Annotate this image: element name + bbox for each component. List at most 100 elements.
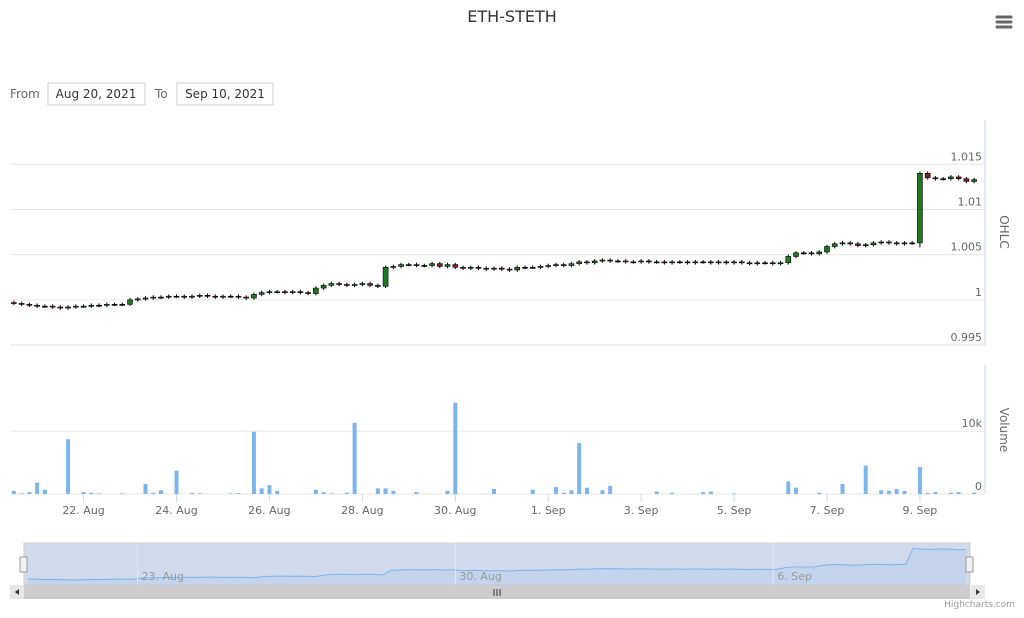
candle-body — [111, 304, 118, 306]
candle-body — [816, 251, 823, 255]
volume-bar — [42, 489, 47, 494]
volume-bar — [189, 493, 194, 494]
candle-body — [406, 264, 412, 266]
candle-body — [901, 242, 908, 245]
volume-axis-title: Volume — [997, 408, 1011, 453]
volume-bar — [933, 492, 938, 494]
candle-body — [212, 295, 219, 298]
candle-body — [467, 266, 474, 269]
candle-body — [514, 266, 521, 271]
y-axis-title: OHLC — [997, 215, 1011, 249]
candle-body — [305, 292, 311, 294]
volume-bar — [344, 492, 349, 494]
volume-bar — [27, 492, 32, 494]
candle-body — [88, 304, 95, 307]
volume-bar — [553, 487, 558, 494]
candle-body — [42, 305, 48, 308]
candle-body — [320, 285, 327, 289]
candle-body — [754, 262, 761, 265]
volume-bar — [886, 490, 891, 494]
candle-body — [483, 267, 490, 270]
candle-body — [235, 295, 242, 298]
candle-body — [553, 264, 559, 266]
credits[interactable]: Highcharts.com — [944, 600, 1015, 610]
from-input[interactable] — [47, 82, 146, 106]
to-input[interactable] — [176, 82, 274, 106]
candle-body — [251, 294, 257, 299]
candle-body — [700, 261, 706, 264]
candle-body — [793, 252, 799, 257]
volume-tick-label: 10k — [962, 417, 983, 430]
candle-body — [762, 262, 768, 265]
candle-body — [591, 260, 598, 264]
volume-bar — [375, 488, 380, 494]
navigator-window[interactable] — [23, 542, 971, 586]
volume-bar — [817, 492, 822, 494]
candle-body — [220, 295, 226, 298]
candle-body — [870, 242, 877, 245]
navigator-line — [27, 547, 967, 581]
candle-body — [630, 261, 637, 264]
candle-body — [452, 264, 459, 268]
volume-bar — [453, 402, 458, 494]
candle-body — [940, 178, 946, 181]
volume-bar — [925, 492, 930, 494]
candle-body — [165, 295, 172, 298]
candle-body — [336, 283, 342, 285]
volume-bar — [701, 492, 706, 494]
volume-bar — [267, 485, 272, 494]
volume-bar — [948, 492, 953, 494]
candle-body — [65, 306, 71, 309]
y-tick-label: 0.995 — [951, 331, 983, 344]
volume-bar — [391, 490, 396, 494]
volume-bar — [329, 493, 334, 494]
navigator-area — [27, 548, 967, 585]
candle-body — [367, 283, 373, 286]
volume-bar — [275, 490, 280, 494]
volume-bar — [584, 487, 589, 494]
navigator-handle[interactable] — [19, 556, 28, 573]
candle-body — [34, 304, 40, 307]
volume-bar — [708, 491, 713, 494]
candle-body — [413, 264, 420, 266]
x-tick-label: 24. Aug — [155, 504, 197, 517]
volume-bar — [654, 491, 659, 494]
volume-bar — [143, 483, 148, 494]
candle-body — [18, 303, 25, 305]
volume-bar — [228, 493, 233, 494]
y-tick-label: 1.005 — [951, 241, 983, 254]
candle-body — [692, 261, 699, 264]
volume-bar — [251, 431, 256, 494]
candle-body — [382, 266, 389, 287]
navigator-tick-label: 6. Sep — [777, 570, 812, 583]
to-label: To — [154, 87, 168, 101]
volume-bar — [600, 490, 605, 494]
candle-body — [909, 242, 915, 245]
candle-body — [328, 283, 335, 286]
candle-body — [886, 241, 892, 244]
volume-bar — [608, 485, 613, 494]
candle-body — [615, 260, 621, 263]
volume-bar — [259, 488, 264, 494]
candle-body — [158, 296, 164, 299]
x-tick-label: 30. Aug — [434, 504, 476, 517]
from-label: From — [10, 87, 40, 101]
candle-body — [142, 297, 149, 300]
volume-bar — [794, 487, 799, 494]
candle-body — [653, 261, 660, 264]
candle-body — [181, 295, 188, 298]
candle-body — [127, 299, 133, 305]
navigator-handle[interactable] — [965, 556, 974, 573]
candle-body — [11, 302, 17, 304]
x-tick-label: 5. Sep — [717, 504, 752, 517]
candle-body — [739, 261, 745, 264]
menu-button[interactable] — [995, 15, 1013, 29]
candle-body — [831, 243, 838, 247]
candle-body — [436, 263, 443, 267]
candle-body — [622, 260, 629, 263]
candle-body — [584, 261, 590, 264]
candle-body — [769, 262, 776, 265]
y-tick-label: 1 — [975, 286, 982, 299]
volume-bar — [97, 493, 102, 494]
